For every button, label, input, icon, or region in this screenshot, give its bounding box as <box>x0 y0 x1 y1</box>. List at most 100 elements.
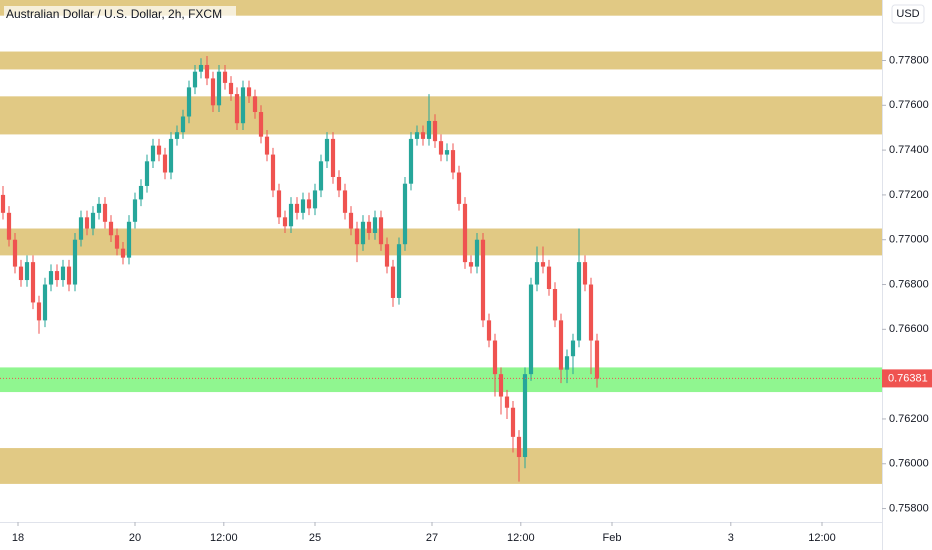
candle-body <box>366 221 372 233</box>
currency-label[interactable]: USD <box>896 8 919 20</box>
candle-body <box>282 217 288 227</box>
candle-body <box>420 132 426 139</box>
candle-body <box>348 212 354 229</box>
candle-body <box>528 284 534 375</box>
candle-body <box>264 136 270 155</box>
candle-body <box>486 320 492 341</box>
candle-body <box>252 96 258 113</box>
candle-body <box>336 176 342 191</box>
candle-body <box>474 239 480 267</box>
y-tick-label: 0.76000 <box>889 458 929 470</box>
candle-body <box>270 154 276 191</box>
candle-body <box>378 217 384 245</box>
candle-body <box>24 262 30 281</box>
candle-body <box>318 161 324 191</box>
candle-body <box>228 82 234 95</box>
candle-body <box>174 132 180 139</box>
candle-body <box>258 112 264 137</box>
price-zone <box>0 228 882 256</box>
last-price-tag <box>882 369 932 388</box>
candle-body <box>66 266 72 285</box>
candle-body <box>6 212 12 240</box>
candle-body <box>72 239 78 285</box>
candle-body <box>180 116 186 133</box>
candle-body <box>594 340 600 379</box>
candle-body <box>276 190 282 218</box>
y-tick-label: 0.77000 <box>889 234 929 246</box>
candle-body <box>288 203 294 227</box>
candle-body <box>504 396 510 408</box>
candle-body <box>396 244 402 298</box>
x-tick-label: 20 <box>129 532 141 544</box>
candle-body <box>234 94 240 124</box>
candle-body <box>306 199 312 209</box>
candle-body <box>54 271 60 281</box>
candle-body <box>540 262 546 267</box>
x-tick-label: 27 <box>426 532 438 544</box>
candle-body <box>48 271 54 285</box>
y-tick-label: 0.77400 <box>889 144 929 156</box>
candle-body <box>78 217 84 240</box>
candle-body <box>516 436 522 458</box>
candle-body <box>120 248 126 258</box>
candle-body <box>114 235 120 249</box>
x-tick-label: 12:00 <box>210 532 238 544</box>
candle-body <box>156 145 162 155</box>
title-backdrop <box>4 6 236 23</box>
candle-body <box>510 407 516 437</box>
plot-area <box>0 0 882 484</box>
candle-body <box>534 262 540 285</box>
candle-body <box>342 190 348 213</box>
candle-body <box>576 262 582 341</box>
candle-body <box>42 284 48 321</box>
x-tick-label: 12:00 <box>808 532 836 544</box>
candle-body <box>438 141 444 155</box>
candle-body <box>480 239 486 321</box>
y-tick-label: 0.76200 <box>889 413 929 425</box>
candle-body <box>222 71 228 83</box>
candle-body <box>408 138 414 184</box>
candle-body <box>126 221 132 258</box>
x-tick-label: 12:00 <box>507 532 535 544</box>
candle-body <box>108 221 114 236</box>
candle-body <box>450 150 456 173</box>
candle-body <box>588 284 594 341</box>
candle-body <box>582 262 588 285</box>
candle-body <box>354 228 360 245</box>
candle-body <box>198 64 204 72</box>
candle-body <box>138 185 144 200</box>
candle-body <box>30 262 36 303</box>
candle-body <box>96 203 102 213</box>
y-tick-label: 0.77200 <box>889 189 929 201</box>
candle-body <box>216 71 222 106</box>
candle-body <box>12 239 18 267</box>
candle-body <box>18 266 24 281</box>
candle-body <box>384 244 390 267</box>
candle-body <box>0 194 6 213</box>
candle-body <box>300 199 306 213</box>
price-zone <box>0 448 882 484</box>
chart-title: Australian Dollar / U.S. Dollar, 2h, FXC… <box>6 7 222 21</box>
candle-body <box>324 138 330 162</box>
y-tick-label: 0.77600 <box>889 99 929 111</box>
candle-body <box>570 340 576 357</box>
candle-body <box>360 221 366 245</box>
candle-body <box>414 132 420 139</box>
candle-body <box>492 340 498 375</box>
candle-body <box>294 203 300 213</box>
y-tick-label: 0.76800 <box>889 278 929 290</box>
price-zone <box>0 96 882 135</box>
candle-body <box>246 87 252 97</box>
x-tick-label: 3 <box>728 532 734 544</box>
currency-button[interactable] <box>891 4 925 24</box>
candle-body <box>150 145 156 162</box>
candle-body <box>102 203 108 222</box>
candle-body <box>468 262 474 267</box>
candle-body <box>240 87 246 124</box>
candle-body <box>552 289 558 321</box>
x-tick-label: 25 <box>309 532 321 544</box>
candle-body <box>60 266 66 281</box>
y-tick-label: 0.77800 <box>889 54 929 66</box>
y-tick-label: 0.76600 <box>889 323 929 335</box>
